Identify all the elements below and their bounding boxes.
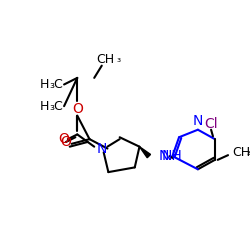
Text: N: N [158,149,169,163]
Text: N: N [96,142,107,156]
Text: N: N [193,114,203,128]
Text: CH: CH [232,146,250,159]
Text: CH: CH [96,52,114,66]
Text: ₃C: ₃C [49,100,63,113]
Text: Cl: Cl [204,117,218,131]
Text: H: H [40,78,49,91]
Text: ₃C: ₃C [49,78,63,91]
Text: H: H [40,100,49,113]
Text: O: O [72,102,83,116]
Text: O: O [59,132,70,146]
Text: O: O [60,135,72,149]
Text: ₃: ₃ [247,147,250,157]
Text: ₃: ₃ [117,54,121,64]
Text: NH: NH [161,149,182,163]
Polygon shape [140,147,150,158]
